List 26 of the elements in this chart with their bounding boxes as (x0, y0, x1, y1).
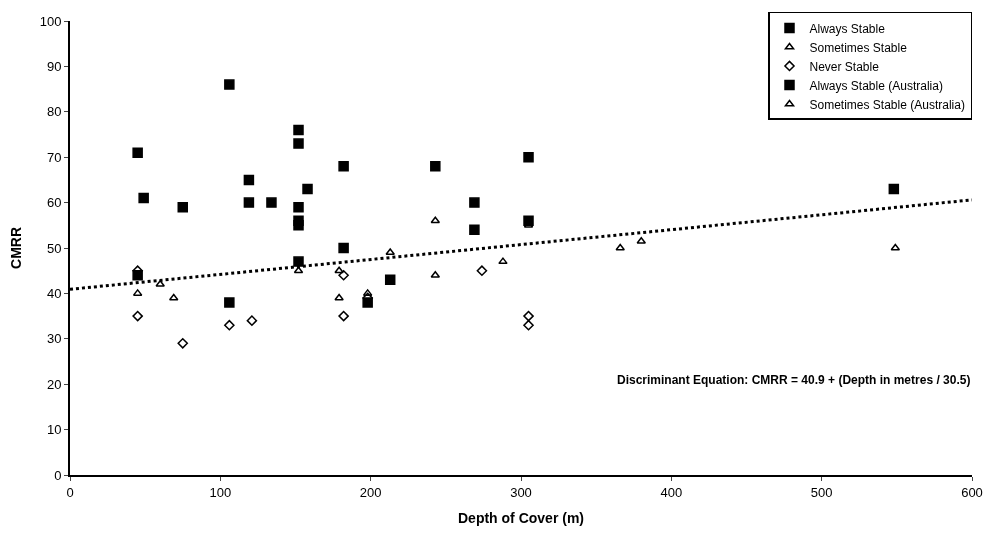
y-tick-label: 100 (39, 13, 62, 29)
legend-label: Always Stable (Australia) (809, 78, 943, 93)
legend-label: Always Stable (809, 21, 886, 36)
x-tick-label: 400 (660, 484, 683, 500)
annotation: Discriminant Equation: CMRR = 40.9 + (Depth in metres / 30.5) (617, 373, 971, 387)
x-tick-label: 200 (359, 484, 382, 500)
y-tick-label: 30 (46, 331, 62, 347)
legend-label: Sometimes Stable (Australia) (809, 97, 965, 112)
legend-label: Never Stable (809, 59, 880, 74)
y-tick-label: 80 (46, 104, 62, 120)
y-tick-label: 0 (54, 467, 62, 483)
x-tick-label: 100 (209, 484, 232, 500)
y-axis-title: CMRR (7, 227, 24, 269)
x-axis-title: Depth of Cover (m) (458, 510, 584, 527)
y-tick-label: 10 (46, 422, 62, 438)
y-tick-label: 90 (46, 58, 62, 74)
y-tick-label: 50 (46, 240, 62, 256)
y-tick-label: 60 (46, 195, 62, 211)
x-tick-label: 300 (510, 484, 532, 500)
y-tick-label: 20 (46, 376, 62, 392)
y-tick-label: 70 (46, 149, 62, 165)
x-tick-label: 600 (961, 484, 983, 500)
x-tick-label: 0 (66, 484, 74, 500)
y-tick-label: 40 (46, 285, 62, 301)
legend-label: Sometimes Stable (809, 40, 908, 55)
x-tick-label: 500 (810, 484, 833, 500)
